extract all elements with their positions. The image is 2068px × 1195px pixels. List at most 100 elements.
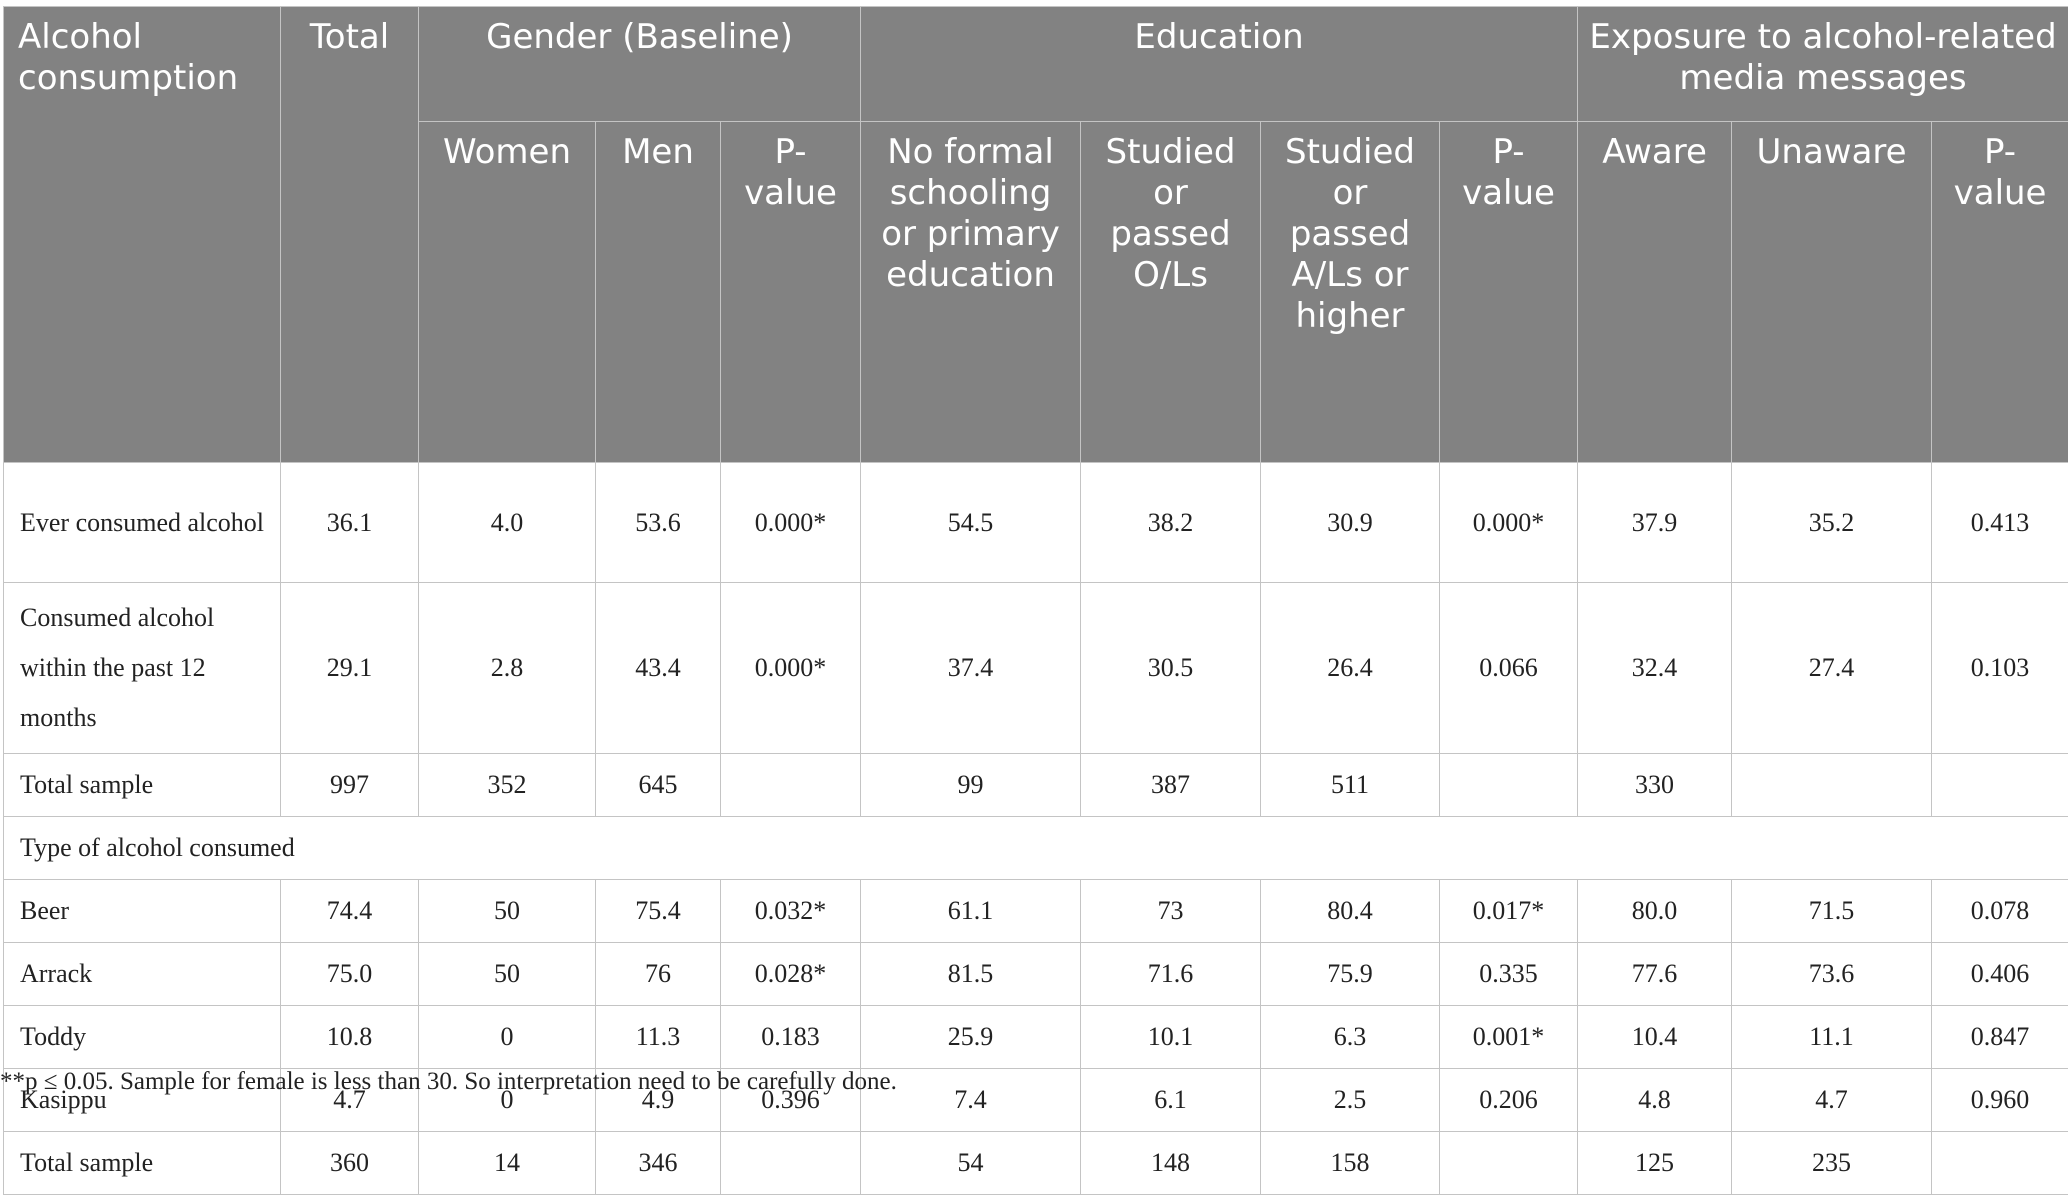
- cell-pvalue-media: 0.078: [1932, 880, 2068, 943]
- cell-pvalue-education: 0.000*: [1440, 463, 1578, 583]
- cell-studied-al: 80.4: [1261, 880, 1440, 943]
- header-pvalue-gender: P-value: [721, 122, 861, 463]
- cell-unaware: 73.6: [1732, 943, 1932, 1006]
- header-exposure: Exposure to alcohol-related media messag…: [1578, 7, 2068, 122]
- table-row: Total sample 360 14 346 54 148 158 125 2…: [4, 1132, 2068, 1195]
- cell-aware: 10.4: [1578, 1006, 1732, 1069]
- cell-pvalue-education: 0.001*: [1440, 1006, 1578, 1069]
- cell-pvalue-media: 0.413: [1932, 463, 2068, 583]
- header-no-formal: No formal schooling or primary education: [861, 122, 1081, 463]
- cell-total: 997: [281, 754, 419, 817]
- cell-unaware: [1732, 754, 1932, 817]
- cell-aware: 4.8: [1578, 1069, 1732, 1132]
- cell-studied-al: 2.5: [1261, 1069, 1440, 1132]
- cell-women: 2.8: [419, 583, 596, 754]
- cell-pvalue-media: 0.847: [1932, 1006, 2068, 1069]
- cell-studied-ol: 387: [1081, 754, 1261, 817]
- table-row: Consumed alcohol within the past 12 mont…: [4, 583, 2068, 754]
- row-label: Total sample: [4, 754, 281, 817]
- table-row: Toddy 10.8 0 11.3 0.183 25.9 10.1 6.3 0.…: [4, 1006, 2068, 1069]
- cell-unaware: 11.1: [1732, 1006, 1932, 1069]
- cell-pvalue-media: [1932, 1132, 2068, 1195]
- cell-pvalue-media: 0.103: [1932, 583, 2068, 754]
- cell-studied-ol: 30.5: [1081, 583, 1261, 754]
- row-label: Ever consumed alcohol: [4, 463, 281, 583]
- cell-aware: 37.9: [1578, 463, 1732, 583]
- cell-women: 14: [419, 1132, 596, 1195]
- cell-men: 11.3: [596, 1006, 721, 1069]
- cell-unaware: 4.7: [1732, 1069, 1932, 1132]
- table-row: Beer 74.4 50 75.4 0.032* 61.1 73 80.4 0.…: [4, 880, 2068, 943]
- cell-pvalue-education: 0.017*: [1440, 880, 1578, 943]
- cell-pvalue-education: 0.206: [1440, 1069, 1578, 1132]
- cell-no-formal: 81.5: [861, 943, 1081, 1006]
- cell-studied-al: 511: [1261, 754, 1440, 817]
- cell-no-formal: 99: [861, 754, 1081, 817]
- cell-men: 76: [596, 943, 721, 1006]
- header-education: Education: [861, 7, 1578, 122]
- cell-women: 50: [419, 943, 596, 1006]
- cell-studied-ol: 73: [1081, 880, 1261, 943]
- table-row: Ever consumed alcohol 36.1 4.0 53.6 0.00…: [4, 463, 2068, 583]
- table-footnote: **p ≤ 0.05. Sample for female is less th…: [0, 1068, 897, 1096]
- cell-aware: 77.6: [1578, 943, 1732, 1006]
- cell-women: 4.0: [419, 463, 596, 583]
- cell-men: 645: [596, 754, 721, 817]
- header-studied-al: Studied or passed A/Ls or higher: [1261, 122, 1440, 463]
- header-women: Women: [419, 122, 596, 463]
- cell-women: 0: [419, 1006, 596, 1069]
- row-label: Total sample: [4, 1132, 281, 1195]
- cell-studied-ol: 71.6: [1081, 943, 1261, 1006]
- cell-aware: 330: [1578, 754, 1732, 817]
- cell-studied-al: 30.9: [1261, 463, 1440, 583]
- row-label: Consumed alcohol within the past 12 mont…: [4, 583, 281, 754]
- cell-pvalue-education: [1440, 1132, 1578, 1195]
- cell-studied-al: 26.4: [1261, 583, 1440, 754]
- cell-unaware: 27.4: [1732, 583, 1932, 754]
- row-label: Beer: [4, 880, 281, 943]
- alcohol-consumption-table: Alcohol consumption Total Gender (Baseli…: [3, 6, 2068, 1195]
- header-men: Men: [596, 122, 721, 463]
- header-unaware: Unaware: [1732, 122, 1932, 463]
- table-row: Total sample 997 352 645 99 387 511 330: [4, 754, 2068, 817]
- cell-total: 75.0: [281, 943, 419, 1006]
- cell-pvalue-gender: 0.000*: [721, 583, 861, 754]
- cell-women: 352: [419, 754, 596, 817]
- row-label: Toddy: [4, 1006, 281, 1069]
- cell-unaware: 35.2: [1732, 463, 1932, 583]
- cell-studied-al: 158: [1261, 1132, 1440, 1195]
- cell-no-formal: 54: [861, 1132, 1081, 1195]
- cell-studied-al: 6.3: [1261, 1006, 1440, 1069]
- cell-men: 53.6: [596, 463, 721, 583]
- cell-men: 75.4: [596, 880, 721, 943]
- cell-pvalue-media: 0.406: [1932, 943, 2068, 1006]
- header-pvalue-media: P-value: [1932, 122, 2068, 463]
- row-label: Arrack: [4, 943, 281, 1006]
- cell-studied-ol: 148: [1081, 1132, 1261, 1195]
- header-alcohol-consumption: Alcohol consumption: [4, 7, 281, 463]
- cell-men: 346: [596, 1132, 721, 1195]
- cell-aware: 125: [1578, 1132, 1732, 1195]
- cell-pvalue-media: 0.960: [1932, 1069, 2068, 1132]
- cell-no-formal: 25.9: [861, 1006, 1081, 1069]
- cell-studied-ol: 6.1: [1081, 1069, 1261, 1132]
- cell-pvalue-gender: 0.028*: [721, 943, 861, 1006]
- cell-total: 10.8: [281, 1006, 419, 1069]
- cell-pvalue-education: 0.335: [1440, 943, 1578, 1006]
- cell-unaware: 235: [1732, 1132, 1932, 1195]
- cell-no-formal: 54.5: [861, 463, 1081, 583]
- cell-men: 43.4: [596, 583, 721, 754]
- cell-total: 29.1: [281, 583, 419, 754]
- cell-total: 360: [281, 1132, 419, 1195]
- cell-total: 36.1: [281, 463, 419, 583]
- cell-pvalue-media: [1932, 754, 2068, 817]
- cell-no-formal: 37.4: [861, 583, 1081, 754]
- cell-studied-al: 75.9: [1261, 943, 1440, 1006]
- cell-pvalue-gender: [721, 754, 861, 817]
- table-header: Alcohol consumption Total Gender (Baseli…: [4, 7, 2068, 463]
- cell-no-formal: 61.1: [861, 880, 1081, 943]
- cell-pvalue-gender: 0.183: [721, 1006, 861, 1069]
- table-row: Arrack 75.0 50 76 0.028* 81.5 71.6 75.9 …: [4, 943, 2068, 1006]
- section-label: Type of alcohol consumed: [4, 817, 2068, 880]
- cell-unaware: 71.5: [1732, 880, 1932, 943]
